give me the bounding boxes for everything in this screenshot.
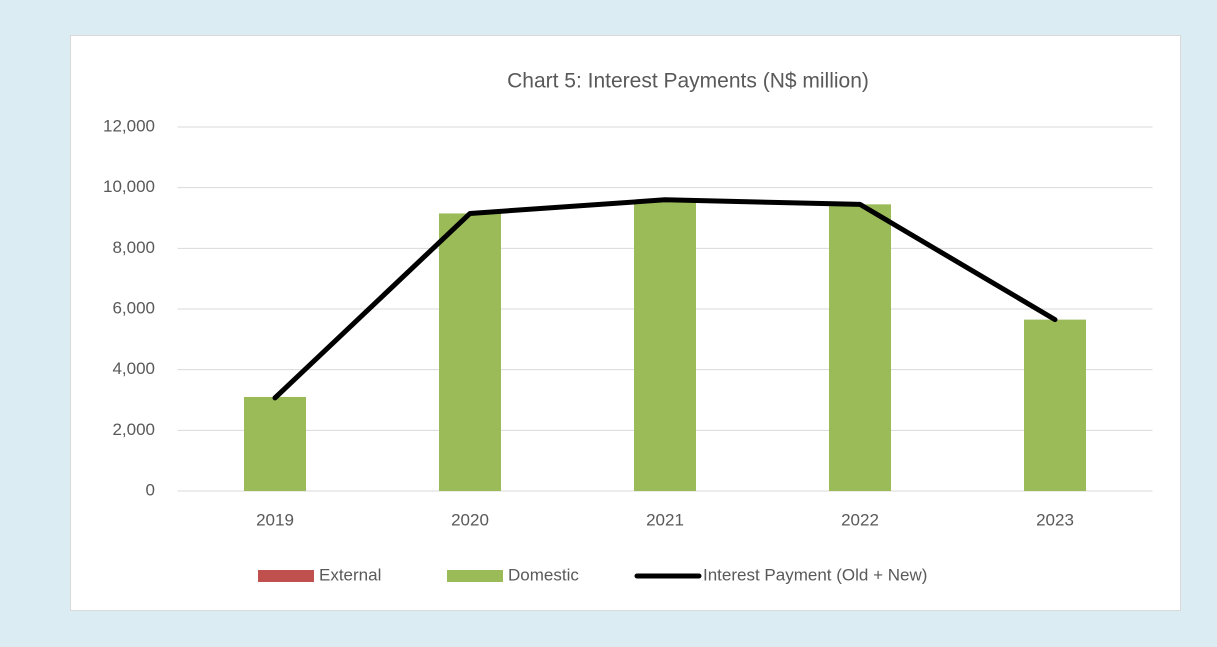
- bar: [1024, 319, 1086, 491]
- chart-area: [70, 35, 1181, 611]
- bar: [439, 213, 501, 491]
- y-tick-label: 12,000: [103, 116, 155, 135]
- y-tick-label: 10,000: [103, 177, 155, 196]
- x-tick-label: 2021: [646, 510, 684, 529]
- x-tick-label: 2020: [451, 510, 489, 529]
- legend-label: Domestic: [508, 565, 579, 584]
- bar: [244, 396, 306, 491]
- y-tick-label: 6,000: [112, 298, 155, 317]
- x-tick-label: 2022: [841, 510, 879, 529]
- y-tick-label: 8,000: [112, 238, 155, 257]
- line: [272, 197, 1058, 401]
- bar: [634, 199, 696, 492]
- y-tick-label: 4,000: [112, 359, 155, 378]
- bar: [829, 204, 891, 491]
- x-tick-label: 2023: [1036, 510, 1074, 529]
- y-tick-label: 2,000: [112, 420, 155, 439]
- legend-swatch: [447, 570, 503, 582]
- y-tick-label: 0: [146, 480, 155, 499]
- legend-swatch: [258, 570, 314, 582]
- chart-title: Chart 5: Interest Payments (N$ million): [507, 70, 869, 93]
- x-tick-label: 2019: [256, 510, 294, 529]
- legend-label: External: [319, 565, 381, 584]
- legend-label: Interest Payment (Old + New): [703, 565, 927, 584]
